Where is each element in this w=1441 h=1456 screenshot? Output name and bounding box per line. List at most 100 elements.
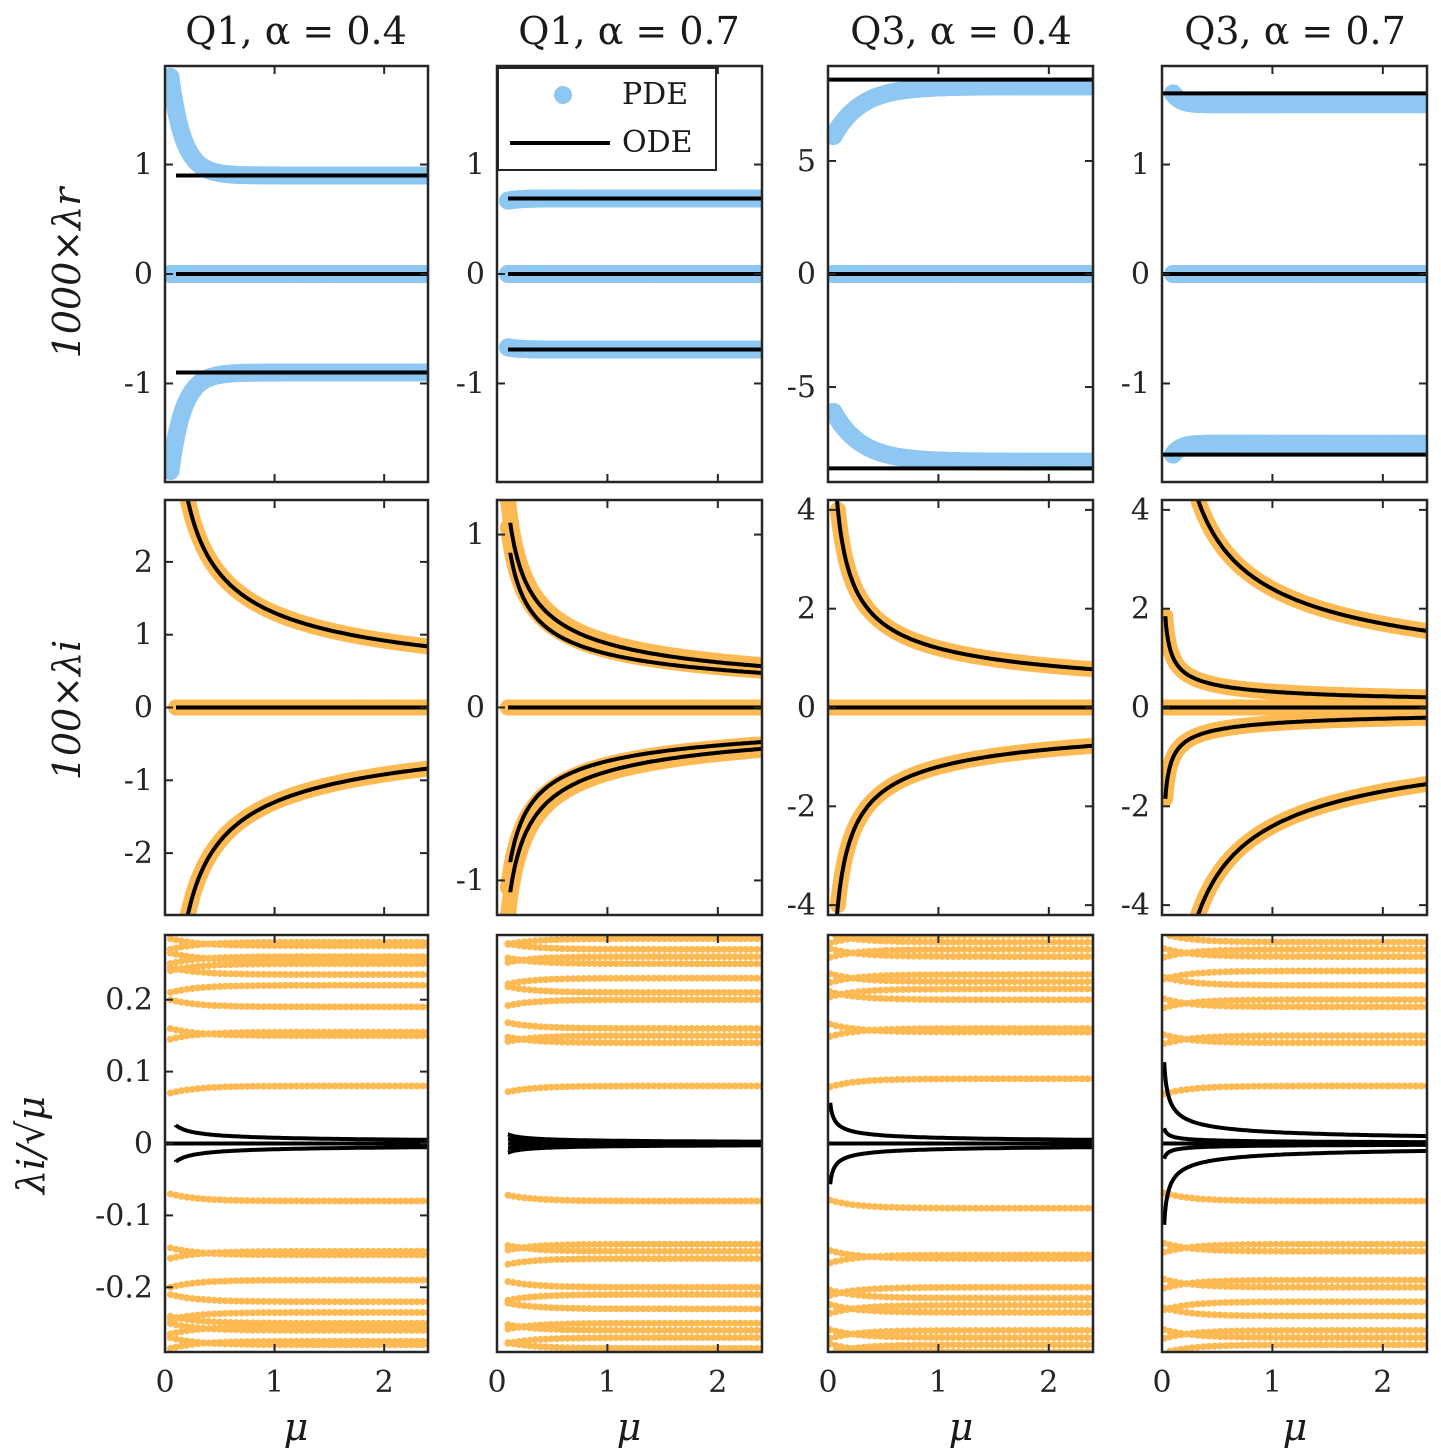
panel-r3-c1-pde-point — [386, 953, 394, 961]
panel-r3-c1-pde-point — [331, 1003, 339, 1011]
panel-r3-c1-pde-point — [254, 1028, 262, 1036]
panel-r3-c1-pde-point — [172, 966, 180, 973]
panel-r3-c1-pde-point — [249, 1309, 257, 1317]
panel-r3-c1-pde-point — [265, 953, 273, 961]
panel-r3-c1-pde-point — [172, 1191, 180, 1199]
panel-r3-c1-pde-point — [397, 971, 405, 978]
panel-r2-c4-plot-area — [1162, 500, 1427, 915]
panel-r3-c1-pde-point — [205, 1030, 213, 1038]
panel-r3-c1-pde-point — [221, 970, 229, 978]
panel-r3-c1-pde-point — [304, 1276, 311, 1284]
panel-r3-c1-pde-point — [205, 1084, 213, 1092]
panel-r2-c4-ode-curve — [1163, 715, 1427, 799]
panel-r3-c1-pde-point — [282, 953, 289, 961]
panel-r3-c1-pde-point — [325, 953, 333, 961]
panel-r3-c1-pde-point — [194, 984, 202, 992]
panel-r3-c1-pde-point — [413, 953, 421, 961]
panel-r3-c1-pde-point — [282, 1028, 289, 1036]
panel-r3-c1-pde-point — [271, 1298, 279, 1305]
panel-r3-c1-pde-point — [167, 1035, 174, 1043]
panel-r3-c1-pde-point — [391, 953, 399, 961]
panel-r3-c1-pde-point — [282, 1082, 289, 1090]
panel-r3-c1-pde-point — [419, 971, 426, 978]
panel-r3-c1-pde-point — [309, 1251, 317, 1259]
panel-r3-c1-pde-point — [260, 1251, 268, 1259]
panel-r3-c1-pde-point — [369, 1298, 377, 1306]
panel-r3-c1-pde-point — [304, 1197, 311, 1205]
panel-r3-c1-pde-point — [391, 1003, 399, 1011]
panel-r3-c1-pde-point — [271, 1309, 279, 1317]
panel-r3-c1-pde-point — [320, 1003, 328, 1011]
panel-r3-c1-pde-point — [380, 981, 388, 989]
panel-r3-c1-pde-point — [298, 1298, 306, 1306]
panel-r1-c3-pde-point — [1084, 77, 1093, 96]
panel-r3-c1-pde-point — [183, 1294, 191, 1302]
panel-r3-c1-pde-point — [375, 1251, 383, 1259]
panel-r3-c1-pde-point — [243, 1029, 251, 1036]
panel-r3-c1-pde-point — [254, 1276, 262, 1284]
panel-r3-c1-pde-point — [238, 1002, 246, 1010]
panel-r3-c1-pde-point — [336, 1298, 344, 1306]
panel-r3-c1-pde-point — [364, 981, 372, 989]
panel-r3-c1-pde-point — [227, 1002, 235, 1010]
panel-r3-c1-pde-point — [183, 999, 191, 1007]
panel-r3-c1-pde-point — [369, 1082, 377, 1090]
panel-r3-c1-pde-point — [205, 1318, 213, 1325]
panel-r3-c1-pde-point — [358, 1309, 366, 1316]
panel-r3-c1-pde-point — [210, 954, 218, 962]
panel-r3-c1-pde-point — [172, 1329, 180, 1337]
panel-r3-c1-pde-point — [238, 1277, 246, 1285]
panel-r3-c1-pde-point — [167, 1025, 174, 1033]
panel-r3-c1-pde-point — [254, 1197, 262, 1205]
panel-r3-c1-pde-point — [232, 982, 240, 990]
panel-r3-c1-pde-point — [232, 1083, 240, 1091]
row-label-2: 100×λi — [45, 640, 89, 781]
panel-r3-c1-pde-point — [249, 982, 257, 990]
panel-r3-c1-pde-point — [221, 1297, 229, 1305]
panel-r3-c1-pde-point — [167, 988, 174, 996]
panel-r3-c1-pde-point — [397, 1028, 405, 1036]
panel-r3-c1-pde-point — [342, 1003, 350, 1011]
panel-r3-c1-pde-point — [325, 1309, 333, 1316]
panel-r3-c1-pde-point — [221, 1196, 229, 1204]
panel-r3-c1-pde-point — [254, 1309, 262, 1317]
panel-r3-c1-pde-point — [331, 1082, 339, 1090]
panel-r3-c1-pde-point — [375, 1276, 383, 1284]
panel-r3-c1-pde-point — [347, 1003, 355, 1011]
panel-r2-c1-ytick-label: 2 — [134, 545, 153, 580]
panel-r2-c1-ode-curve — [185, 500, 428, 649]
panel-r3-c1-pde-point — [210, 1296, 218, 1304]
panel-r3-c1-pde-point — [287, 953, 295, 961]
x-axis-label-3: μ — [949, 1405, 974, 1449]
panel-r3-c1-pde-point — [167, 1312, 174, 1320]
panel-r2-c2-ytick-label: 0 — [466, 691, 485, 726]
panel-r3-c1-pde-point — [265, 1298, 273, 1305]
panel-r3-c1-pde-point — [210, 1250, 218, 1257]
panel-r3-c1-pde-point — [320, 1251, 328, 1259]
panel-r3-c1-pde-point — [309, 1276, 317, 1284]
panel-r3-c1-pde-point — [210, 1002, 218, 1009]
panel-r3-c1-pde-point — [293, 971, 300, 978]
panel-r3-c1-pde-point — [293, 953, 300, 961]
panel-r3-c1-pde-point — [199, 955, 207, 963]
panel-r3-c1-pde-point — [276, 953, 284, 961]
panel-r3-c1-pde-point — [243, 970, 251, 978]
panel-r3-c1-pde-point — [265, 1028, 273, 1036]
panel-r3-c1-pde-point — [177, 1033, 185, 1041]
panel-r3-c1-pde-point — [347, 1197, 355, 1205]
panel-r3-c1-pde-point — [402, 1298, 410, 1306]
panel-r3-c1-pde-point — [320, 1309, 328, 1316]
panel-r2-c4-ytick-label: -2 — [1121, 789, 1150, 824]
panel-r3-c1-pde-point — [298, 1251, 306, 1259]
panel-r3-c1-pde-point — [254, 953, 262, 961]
panel-r3-c1-pde-point — [375, 953, 383, 961]
panel-r3-c1-pde-point — [183, 956, 191, 964]
panel-r3-c1-pde-point — [397, 1003, 405, 1011]
panel-r3-c1-pde-point — [199, 1084, 207, 1092]
panel-r3-c1-pde-point — [194, 1317, 202, 1325]
panel-r3-c1-pde-point — [271, 1276, 279, 1284]
panel-r3-c1-pde-point — [254, 970, 262, 978]
panel-r3-c1-pde-point — [287, 1197, 295, 1205]
panel-r3-c1-pde-point — [364, 1276, 372, 1284]
panel-r3-c1-pde-point — [358, 1028, 366, 1036]
